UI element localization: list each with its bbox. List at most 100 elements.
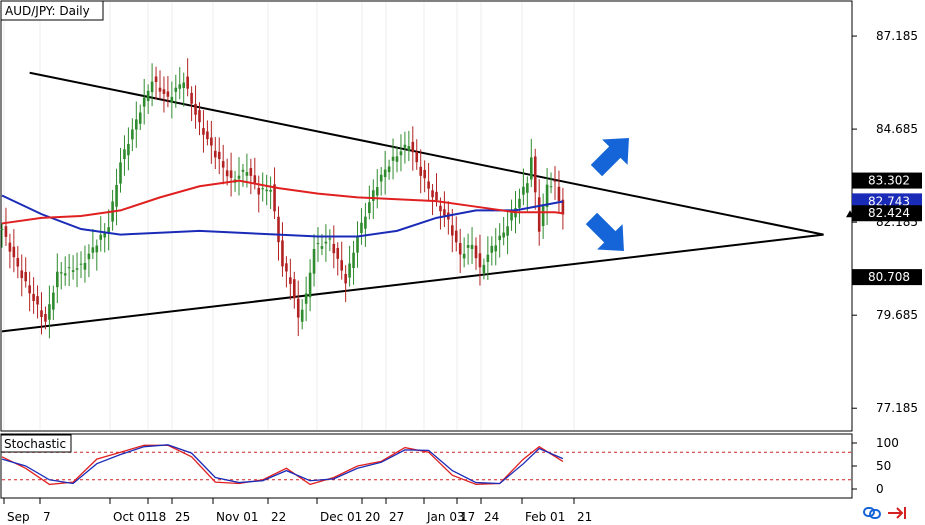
candle-body	[241, 169, 245, 172]
arrow-up-icon	[590, 138, 629, 177]
candle-body	[135, 119, 138, 130]
candle-body	[537, 197, 541, 232]
link-icon[interactable]	[863, 507, 881, 519]
candle-body	[249, 168, 253, 176]
candle-body	[360, 222, 363, 234]
candle-body	[348, 263, 351, 278]
candle-body	[8, 242, 12, 252]
candle-body	[40, 310, 43, 317]
candle-body	[423, 169, 426, 179]
candle-body	[154, 76, 158, 83]
candle-body	[107, 227, 110, 234]
x-tick-label: 25	[175, 510, 190, 524]
main-panel-frame	[0, 0, 853, 432]
y-tick-label: 79.685	[876, 308, 918, 322]
candle-body	[48, 304, 51, 320]
candle-body	[131, 129, 134, 140]
candle-body	[407, 146, 411, 151]
candle-body	[312, 249, 316, 274]
candle-body	[356, 237, 359, 253]
candle-body	[4, 226, 8, 237]
candle-body	[127, 143, 130, 156]
candle-body	[44, 314, 47, 322]
candle-body	[443, 209, 446, 216]
trendline	[1, 233, 824, 333]
candle-body	[494, 245, 498, 252]
ma-line	[1, 179, 564, 225]
candle-body	[103, 231, 106, 238]
price-tag: 82.424	[846, 205, 922, 222]
candle-body	[75, 268, 79, 270]
candle-body	[395, 156, 399, 162]
candle-body	[518, 198, 521, 208]
candle-body	[486, 254, 490, 262]
x-tick-label: 22	[271, 510, 286, 524]
candle-body	[498, 235, 501, 241]
candle-body	[332, 243, 336, 254]
candle-body	[245, 172, 249, 176]
candle-body	[214, 150, 217, 158]
x-tick-label: 7	[43, 510, 51, 524]
candle-body	[142, 97, 146, 107]
candle-body	[174, 87, 178, 92]
candle-body	[289, 277, 292, 284]
candle-body	[95, 245, 99, 253]
candle-body	[304, 293, 308, 304]
candle-body	[415, 151, 419, 163]
arrow-right-icon[interactable]	[888, 507, 906, 519]
candle-body	[522, 186, 525, 195]
x-tick-label: Oct 01	[113, 510, 153, 524]
stochastic-y-axis: 0 50 100	[852, 436, 899, 496]
title-box	[0, 0, 104, 21]
candle-body	[79, 263, 83, 265]
candle-body	[462, 253, 466, 259]
candle-body	[379, 174, 383, 182]
candle-body	[56, 271, 59, 288]
candle-body	[158, 87, 162, 92]
x-tick-label: Sep	[7, 510, 30, 524]
candle-body	[553, 180, 557, 182]
stochastic-plot	[1, 444, 852, 486]
candle-body	[253, 175, 257, 184]
candle-body	[364, 216, 367, 229]
candle-body	[541, 204, 545, 227]
candle-body	[269, 189, 272, 192]
candle-body	[466, 245, 470, 248]
candle-body	[328, 238, 332, 240]
candle-body	[52, 292, 55, 310]
candle-body	[439, 205, 442, 212]
candle-body	[372, 190, 375, 201]
candle-body	[490, 245, 494, 253]
candle-body	[454, 230, 458, 243]
candle-body	[265, 189, 268, 192]
candle-body	[431, 190, 434, 198]
candle-body	[403, 144, 407, 148]
candle-body	[87, 253, 91, 260]
candle-body	[150, 81, 154, 93]
candle-body	[202, 128, 205, 135]
candle-body	[146, 90, 150, 102]
candle-body	[32, 293, 35, 301]
candle-body	[324, 241, 328, 244]
candle-body	[344, 273, 347, 284]
candle-body	[482, 264, 486, 274]
candle-body	[526, 183, 529, 193]
chart-title: AUD/JPY: Daily	[5, 4, 90, 18]
candle-body	[170, 96, 174, 103]
price-tag: 83.302	[852, 172, 922, 189]
candle-body	[166, 91, 170, 97]
stoch-tick-label: 100	[876, 436, 899, 450]
candle-body	[502, 232, 505, 238]
price-marker	[846, 210, 854, 218]
candle-body	[419, 166, 422, 176]
candle-body	[138, 112, 142, 124]
x-tick-label: 20	[365, 510, 380, 524]
stoch-title: Stochastic	[4, 437, 66, 451]
candle-body	[178, 84, 182, 89]
candle-body	[194, 103, 197, 115]
candle-body	[63, 273, 67, 276]
candle-body	[281, 240, 284, 267]
